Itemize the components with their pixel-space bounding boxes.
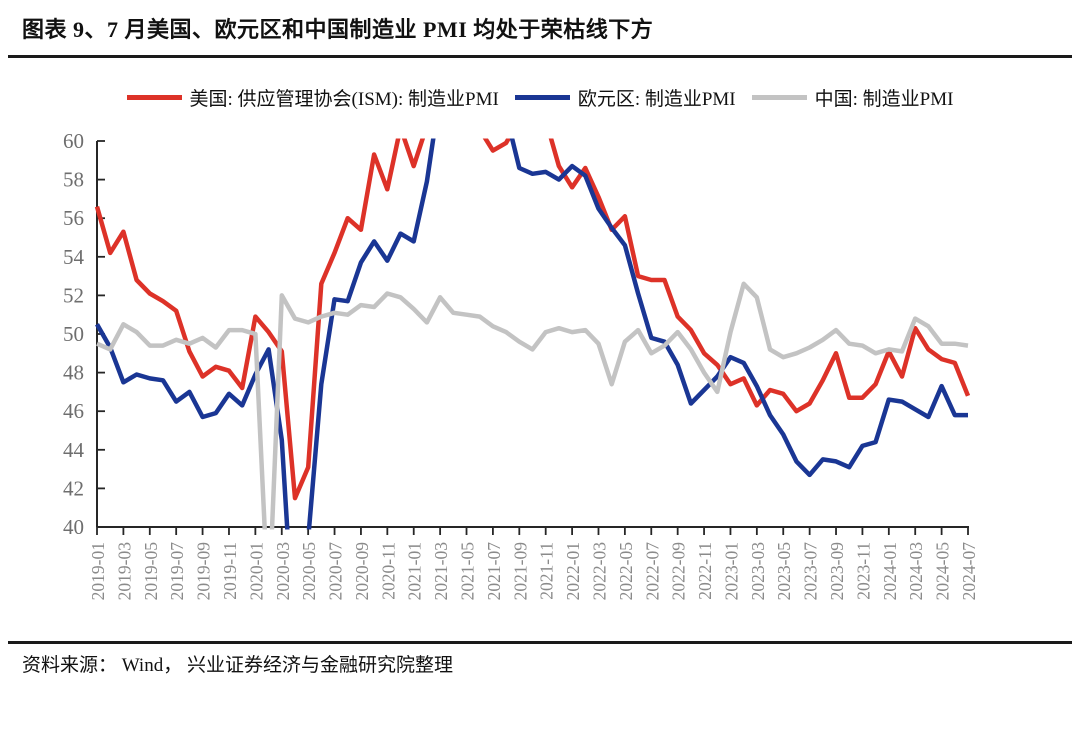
source-note: 资料来源： Wind， 兴业证券经济与金融研究院整理 — [22, 655, 453, 676]
y-tick-label: 60 — [63, 129, 84, 153]
legend-item-us: 美国: 供应管理协会(ISM): 制造业PMI — [126, 84, 499, 111]
chart-legend: 美国: 供应管理协会(ISM): 制造业PMI 欧元区: 制造业PMI 中国: … — [0, 84, 1080, 111]
x-tick-label: 2020-07 — [326, 542, 346, 601]
x-tick-label: 2019-03 — [114, 542, 134, 601]
x-tick-label: 2024-03 — [906, 542, 926, 601]
y-tick-label: 56 — [63, 206, 84, 230]
x-tick-label: 2019-09 — [194, 542, 214, 601]
x-tick-label: 2022-01 — [563, 542, 583, 600]
x-tick-label: 2023-01 — [721, 542, 741, 600]
y-tick-label: 46 — [63, 399, 84, 423]
x-tick-label: 2019-05 — [141, 542, 161, 601]
legend-label-eurozone: 欧元区: 制造业PMI — [577, 89, 736, 110]
x-tick-label: 2023-03 — [748, 542, 768, 601]
x-tick-label: 2021-11 — [537, 542, 557, 600]
x-tick-label: 2022-11 — [695, 542, 715, 600]
series-line-eurozone — [95, 138, 968, 530]
series-line-china — [96, 281, 969, 530]
x-tick-label: 2022-03 — [589, 542, 609, 601]
x-tick-label: 2023-05 — [774, 542, 794, 601]
y-tick-label: 58 — [63, 168, 84, 192]
x-tick-label: 2024-01 — [880, 542, 900, 600]
x-tick-label: 2022-09 — [669, 542, 689, 601]
y-tick-label: 44 — [63, 438, 85, 462]
y-tick-label: 52 — [63, 283, 84, 307]
legend-label-china: 中国: 制造业PMI — [814, 89, 954, 110]
x-tick-label: 2024-05 — [933, 542, 953, 601]
x-tick-label: 2019-01 — [88, 542, 108, 600]
footer-divider-rule — [8, 641, 1072, 644]
x-tick-label: 2022-07 — [642, 542, 662, 601]
legend-item-china: 中国: 制造业PMI — [751, 84, 954, 111]
x-tick-label: 2019-07 — [167, 542, 187, 601]
x-tick-label: 2023-11 — [853, 542, 873, 600]
figure-title: 图表 9、7 月美国、欧元区和中国制造业 PMI 均处于荣枯线下方 — [22, 17, 654, 42]
x-tick-label: 2022-05 — [616, 542, 636, 601]
legend-swatch-eurozone — [514, 95, 570, 100]
y-tick-label: 50 — [63, 322, 84, 346]
title-divider-rule — [8, 55, 1072, 58]
x-tick-label: 2021-09 — [510, 542, 530, 601]
y-tick-label: 48 — [63, 361, 84, 385]
x-tick-label: 2021-07 — [484, 542, 504, 601]
x-tick-label: 2020-01 — [246, 542, 266, 600]
x-tick-label: 2023-07 — [801, 542, 821, 601]
legend-swatch-us — [126, 95, 182, 100]
x-tick-label: 2023-09 — [827, 542, 847, 601]
legend-swatch-china — [751, 95, 807, 100]
x-tick-label: 2020-11 — [378, 542, 398, 600]
x-tick-label: 2024-07 — [959, 542, 979, 601]
x-tick-label: 2020-09 — [352, 542, 372, 601]
y-tick-label: 40 — [63, 515, 84, 539]
y-tick-label: 54 — [63, 245, 85, 269]
x-tick-label: 2020-05 — [299, 542, 319, 601]
x-tick-label: 2021-03 — [431, 542, 451, 601]
x-tick-label: 2019-11 — [220, 542, 240, 600]
series-line-us — [94, 138, 971, 501]
legend-label-us: 美国: 供应管理协会(ISM): 制造业PMI — [189, 89, 499, 110]
pmi-line-chart: 40 42 44 46 48 50 52 54 56 58 60 2019-01 2019-03 2019… — [63, 129, 979, 601]
x-tick-label: 2021-05 — [458, 542, 478, 601]
y-tick-label: 42 — [63, 476, 84, 500]
x-tick-label: 2021-01 — [405, 542, 425, 600]
x-tick-label: 2020-03 — [273, 542, 293, 601]
legend-item-eurozone: 欧元区: 制造业PMI — [514, 84, 736, 111]
